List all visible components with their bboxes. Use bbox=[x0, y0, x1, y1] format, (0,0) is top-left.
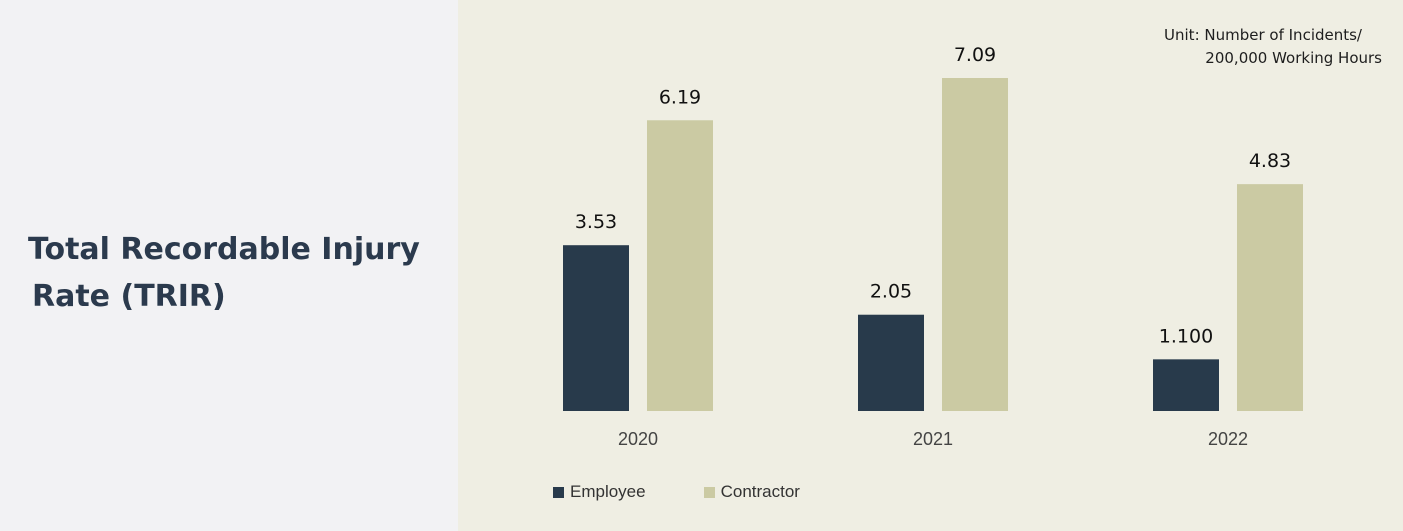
legend: Employee Contractor bbox=[553, 482, 800, 502]
legend-swatch-employee bbox=[553, 486, 564, 498]
x-tick-label-2022: 2022 bbox=[1208, 429, 1248, 449]
chart-title-line2: Rate (TRIR) bbox=[32, 279, 226, 314]
bar-employee-2022 bbox=[1153, 359, 1219, 411]
bar-contractor-2021 bbox=[942, 78, 1008, 411]
x-tick-label-2020: 2020 bbox=[618, 429, 658, 449]
left-panel: Total Recordable Injury Rate (TRIR) bbox=[0, 0, 458, 531]
bar-employee-2021 bbox=[858, 314, 924, 411]
unit-note-line1: Unit: Number of Incidents/ bbox=[1164, 26, 1362, 44]
x-tick-label-2021: 2021 bbox=[913, 429, 953, 449]
data-label-contractor-2022: 4.83 bbox=[1249, 150, 1291, 172]
legend-item-contractor: Contractor bbox=[703, 482, 800, 502]
data-label-contractor-2020: 6.19 bbox=[659, 86, 701, 108]
chart-panel: Unit: Number of Incidents/ 200,000 Worki… bbox=[458, 0, 1403, 531]
bar-employee-2020 bbox=[563, 245, 629, 411]
legend-item-employee: Employee bbox=[553, 482, 646, 502]
legend-swatch-contractor bbox=[703, 486, 715, 498]
bar-chart: 3.53 6.19 2020 2.05 7.09 2021 1.100 4.83 2022 bbox=[563, 44, 1303, 449]
data-label-employee-2021: 2.05 bbox=[870, 281, 912, 303]
legend-label-contractor: Contractor bbox=[720, 482, 800, 501]
chart-title: Total Recordable Injury Rate (TRIR) bbox=[28, 226, 428, 320]
data-label-employee-2022: 1.100 bbox=[1159, 325, 1213, 347]
data-label-contractor-2021: 7.09 bbox=[954, 44, 996, 66]
chart-title-line1: Total Recordable Injury bbox=[28, 232, 420, 267]
bar-contractor-2022 bbox=[1237, 184, 1303, 411]
data-label-employee-2020: 3.53 bbox=[575, 211, 617, 233]
unit-note: Unit: Number of Incidents/ 200,000 Worki… bbox=[1164, 24, 1382, 70]
legend-label-employee: Employee bbox=[570, 482, 646, 501]
unit-note-line2: 200,000 Working Hours bbox=[1205, 49, 1382, 67]
bar-contractor-2020 bbox=[647, 120, 713, 411]
